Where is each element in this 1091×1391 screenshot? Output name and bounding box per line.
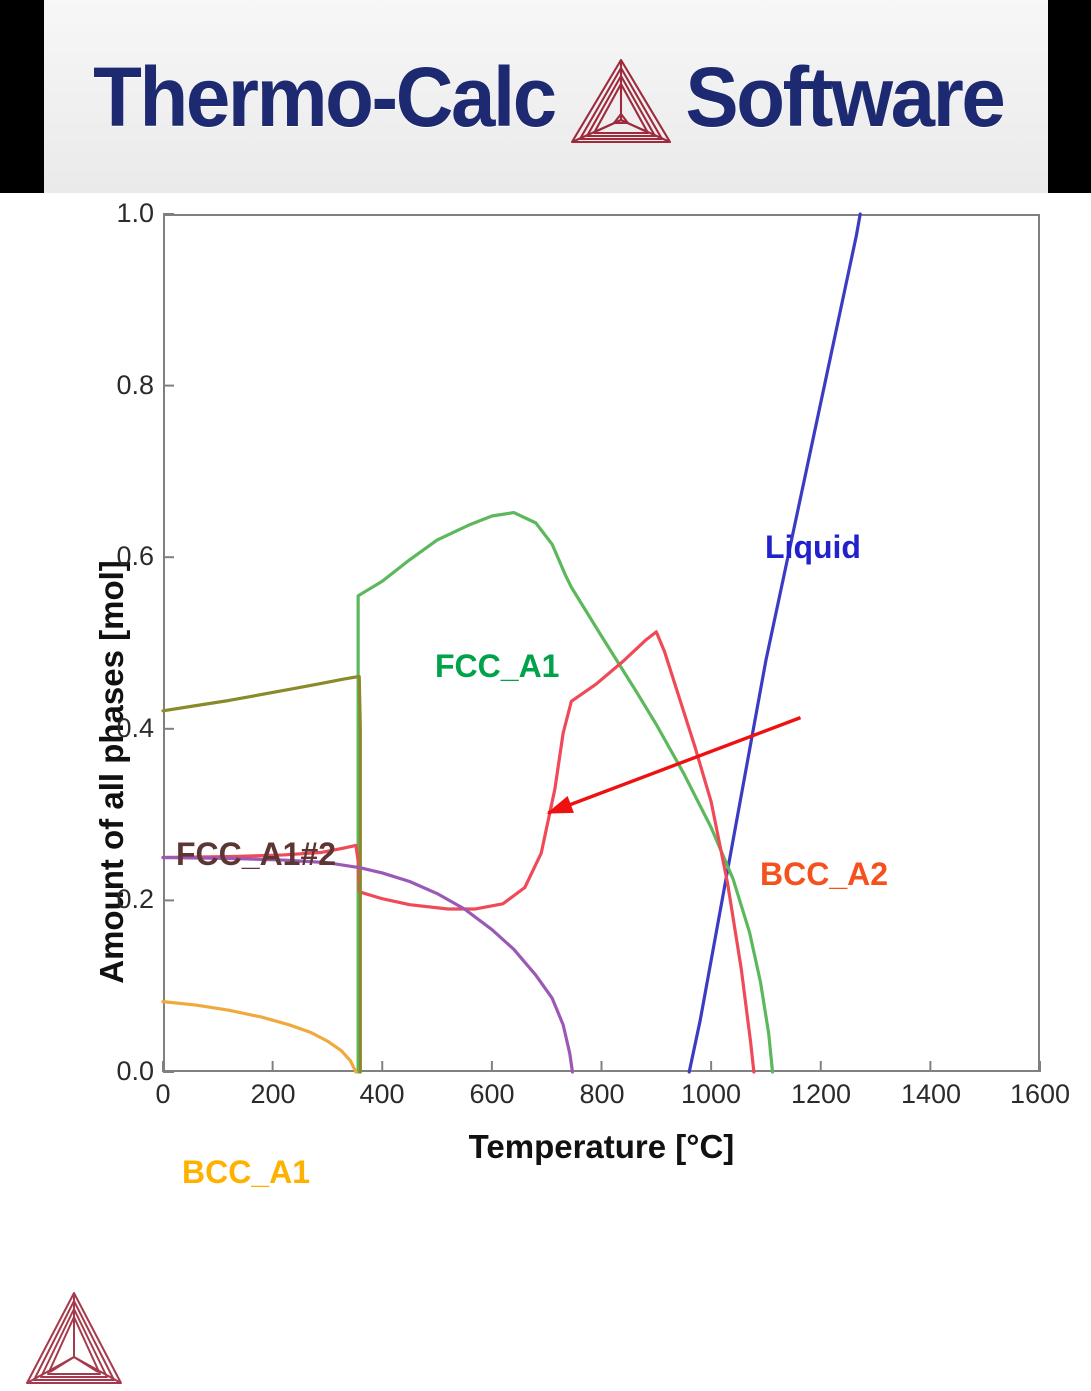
bcc-a2-pointer-arrow: [547, 716, 802, 815]
series-line-liquid: [687, 212, 862, 1074]
series-label-fcc-a1-2: FCC_A1#2: [176, 836, 337, 872]
chart-region: Amount of all phases [mol] 1.0 0.8 0.6 0…: [0, 193, 1091, 1384]
x-tick-label: 0: [155, 1079, 171, 1109]
x-tick-label: 1600: [1009, 1079, 1071, 1109]
x-tick-label: 800: [579, 1079, 625, 1109]
series-group: [161, 212, 862, 1074]
x-tick-label: 200: [250, 1079, 296, 1109]
series-line-bcc-a1: [161, 1000, 358, 1074]
y-tick-label: 1.0: [116, 198, 154, 228]
x-tick-label: 1200: [790, 1079, 852, 1109]
y-tick-label: 0.6: [116, 541, 154, 571]
x-tick-label: 600: [469, 1079, 515, 1109]
y-tick-label: 0.8: [116, 370, 154, 400]
nested-triangle-icon: [567, 55, 675, 147]
series-line-unlabeled-purple: [161, 855, 575, 1074]
series-line-fcc-a1: [356, 510, 775, 1074]
x-tick-label: 1400: [900, 1079, 962, 1109]
y-tick-label: 0.2: [116, 884, 154, 914]
x-tick-label: 1000: [680, 1079, 742, 1109]
annotation-group: [546, 716, 802, 815]
y-tick-label: 0.4: [116, 713, 154, 743]
header-black-band: Thermo-Calc: [0, 0, 1091, 193]
axis-tick-marks: [162, 213, 1041, 1073]
x-tick-label: 400: [359, 1079, 405, 1109]
brand-wordmark-thermo-calc: Thermo-Calc: [92, 49, 557, 144]
x-tick-labels: 0 200 400 600 800 1000 1200 1400 1600: [0, 1079, 1091, 1119]
nested-triangle-icon: [22, 1287, 126, 1391]
brand-header-panel: Thermo-Calc: [44, 0, 1048, 193]
plot-curves: [161, 212, 1041, 1074]
y-tick-label: 0.0: [116, 1056, 154, 1086]
series-label-bcc-a2: BCC_A2: [760, 856, 889, 892]
y-tick-labels: 1.0 0.8 0.6 0.4 0.2 0.0: [92, 193, 154, 1093]
series-label-fcc-a1: FCC_A1: [435, 648, 560, 684]
series-label-bcc-a1: BCC_A1: [182, 1154, 311, 1190]
brand-logo-row: Thermo-Calc: [44, 0, 1048, 193]
series-line-fcc-a1-2: [161, 674, 362, 1074]
series-label-liquid: Liquid: [765, 529, 861, 565]
x-axis-title: Temperature [°C]: [468, 1128, 735, 1165]
bcc-a2-pointer-arrow-head: [546, 795, 574, 814]
brand-wordmark-software: Software: [684, 49, 1005, 144]
